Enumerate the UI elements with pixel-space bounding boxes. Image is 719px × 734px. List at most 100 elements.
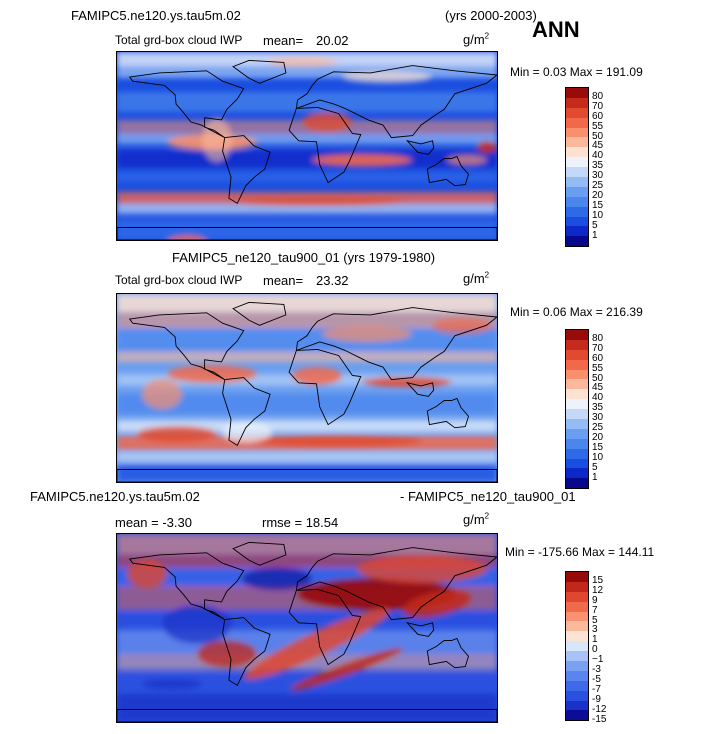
colorbar-swatch (566, 339, 588, 350)
colorbar-tick-label: 5 (592, 219, 598, 231)
colorbar-tick-label: 30 (592, 412, 604, 424)
colorbar-tick-label: 7 (592, 604, 598, 616)
colorbar-tick-label: 40 (592, 392, 604, 404)
colorbar-swatch (566, 226, 588, 237)
colorbar-swatch (566, 186, 588, 197)
colorbar-tick-label: -3 (592, 664, 601, 675)
colorbar-tick-label: 1 (592, 229, 598, 241)
colorbar-tick-label: -9 (592, 693, 601, 705)
colorbar-swatch (566, 428, 588, 439)
colorbar-tick-label: 45 (592, 382, 604, 394)
panel3-units: g/m2 (463, 511, 490, 527)
colorbar-swatch (566, 369, 588, 380)
colorbar-swatch (566, 349, 588, 360)
colorbar-swatch (566, 661, 588, 671)
panel2-title: FAMIPC5_ne120_tau900_01 (yrs 1979-1980) (172, 250, 436, 265)
colorbar-swatch (566, 572, 588, 582)
colorbar-tick-label: 1 (592, 634, 598, 646)
panel2-field-label: Total grd-box cloud IWP (115, 273, 243, 287)
panel3-title-left: FAMIPC5.ne120.ys.tau5m.02 (30, 489, 200, 504)
panel2-minmax: Min = 0.06 Max = 216.39 (510, 305, 643, 319)
colorbar-tick-label: 15 (592, 199, 604, 211)
colorbar-swatch (566, 216, 588, 227)
colorbar-swatch (566, 379, 588, 390)
colorbar-swatch (566, 88, 588, 98)
colorbar-tick-label: 15 (592, 574, 604, 586)
colorbar-tick-label: 40 (592, 150, 604, 162)
colorbar-swatch (566, 611, 588, 622)
colorbar-swatch (566, 177, 588, 187)
colorbar-tick-label: 1 (592, 471, 598, 483)
colorbar-tick-label: 35 (592, 160, 604, 172)
colorbar-tick-label: 50 (592, 372, 604, 384)
colorbar-swatch (566, 137, 588, 148)
colorbar-swatch (566, 641, 588, 652)
colorbar-tick-label: 5 (592, 614, 598, 626)
colorbar-swatch (566, 196, 588, 207)
panel1-years: (yrs 2000-2003) (445, 8, 537, 23)
colorbar-tick-label: 5 (592, 461, 598, 473)
colorbar-tick-label: 15 (592, 441, 604, 453)
colorbar-tick-label: 45 (592, 140, 604, 152)
colorbar-swatch (566, 389, 588, 400)
colorbar-tick-label: 25 (592, 422, 604, 433)
colorbar-tick-label: 20 (592, 431, 604, 443)
colorbar-tick-label: 70 (592, 342, 604, 354)
colorbar-tick-label: 60 (592, 110, 604, 122)
colorbar-tick-label: 10 (592, 451, 604, 463)
colorbar-swatch (566, 680, 588, 691)
colorbar-swatch (566, 157, 588, 168)
colorbar-swatch (566, 330, 588, 340)
panel1-units: g/m2 (463, 31, 490, 47)
colorbar-swatch (566, 236, 588, 247)
colorbar-swatch (566, 399, 588, 410)
colorbar-swatch (566, 206, 588, 217)
colorbar-swatch (566, 601, 588, 612)
colorbar-tick-label: -12 (592, 703, 607, 715)
colorbar-swatch (566, 438, 588, 449)
colorbar-tick-label: 3 (592, 624, 598, 636)
colorbar-swatch (566, 117, 588, 128)
panel1-field-label: Total grd-box cloud IWP (115, 33, 243, 47)
panel1-colorbar (565, 87, 589, 248)
panel1-mean-label: mean= (263, 33, 304, 48)
panel1-title: FAMIPC5.ne120.ys.tau5m.02 (71, 8, 241, 23)
colorbar-swatch (566, 147, 588, 158)
panel2-mean-label: mean= (263, 273, 304, 288)
colorbar-tick-label: −1 (592, 654, 604, 666)
panel2-units: g/m2 (463, 270, 490, 286)
colorbar-swatch (566, 97, 588, 108)
colorbar-swatch (566, 478, 588, 489)
colorbar-tick-label: -15 (592, 713, 607, 725)
colorbar-swatch (566, 448, 588, 459)
colorbar-swatch (566, 631, 588, 642)
colorbar-tick-label: 12 (592, 584, 604, 596)
panel1-minmax: Min = 0.03 Max = 191.09 (510, 65, 643, 79)
colorbar-tick-label: 70 (592, 100, 604, 112)
colorbar-tick-label: -7 (592, 683, 601, 695)
colorbar-swatch (566, 468, 588, 479)
colorbar-tick-label: 60 (592, 352, 604, 364)
colorbar-swatch (566, 419, 588, 429)
colorbar-swatch (566, 107, 588, 118)
colorbar-swatch (566, 409, 588, 420)
panel3-minmax: Min = -175.66 Max = 144.11 (505, 545, 655, 559)
colorbar-swatch (566, 359, 588, 370)
colorbar-swatch (566, 690, 588, 701)
colorbar-tick-label: 30 (592, 170, 604, 182)
panel3-mean: mean = -3.30 (115, 515, 192, 530)
colorbar-tick-label: 0 (592, 644, 598, 656)
colorbar-swatch (566, 651, 588, 662)
colorbar-tick-label: 80 (592, 332, 604, 344)
colorbar-tick-label: 20 (592, 189, 604, 201)
panel3-colorbar (565, 571, 589, 722)
colorbar-tick-label: 9 (592, 594, 598, 606)
colorbar-swatch (566, 591, 588, 602)
colorbar-tick-label: 10 (592, 209, 604, 221)
colorbar-swatch (566, 621, 588, 632)
colorbar-tick-label: 50 (592, 130, 604, 142)
colorbar-swatch (566, 458, 588, 469)
colorbar-swatch (566, 700, 588, 711)
colorbar-tick-label: 35 (592, 402, 604, 414)
colorbar-swatch (566, 581, 588, 592)
